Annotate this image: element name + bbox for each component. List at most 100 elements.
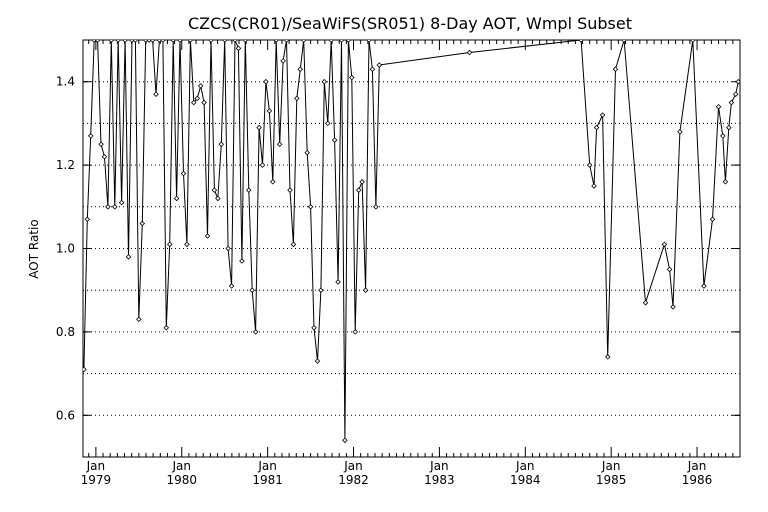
data-point — [232, 40, 238, 43]
data-point — [245, 187, 252, 193]
data-point — [591, 183, 597, 189]
x-tick-label-month: Jan — [343, 459, 363, 473]
data-point — [290, 241, 297, 248]
data-point — [139, 220, 146, 227]
data-point — [726, 124, 732, 131]
data-point — [728, 99, 735, 106]
data-point — [276, 141, 283, 148]
data-point — [129, 40, 135, 43]
x-tick-label-month: Jan — [86, 459, 106, 473]
y-tick-label: 1.0 — [56, 242, 75, 256]
data-point — [91, 40, 97, 43]
data-point — [689, 40, 696, 43]
data-point — [156, 40, 163, 43]
data-point — [242, 40, 249, 43]
x-tick-label-year: 1979 — [81, 473, 112, 487]
data-point — [612, 66, 619, 72]
data-point — [283, 40, 290, 43]
data-point — [324, 120, 331, 127]
x-tick-label-year: 1985 — [596, 473, 627, 487]
data-point — [187, 40, 194, 43]
data-point — [208, 40, 214, 43]
data-point — [349, 74, 355, 81]
data-point — [294, 95, 300, 102]
data-point — [709, 216, 716, 223]
data-point — [221, 40, 228, 43]
data-point — [300, 40, 307, 43]
data-point — [160, 40, 166, 43]
data-point — [328, 40, 334, 43]
gridlines — [83, 81, 740, 416]
data-point — [146, 40, 152, 43]
data-point — [355, 187, 362, 193]
data-point — [586, 162, 593, 168]
data-point — [314, 358, 321, 364]
data-point — [235, 45, 242, 52]
data-point — [136, 316, 142, 323]
data-point — [345, 40, 352, 43]
data-point — [201, 99, 207, 106]
data-point — [87, 133, 94, 139]
data-point — [720, 133, 726, 139]
data-point — [125, 254, 132, 260]
x-tick-label-year: 1980 — [166, 473, 197, 487]
data-point — [297, 66, 304, 72]
data-point — [180, 170, 187, 177]
data-point — [166, 241, 173, 248]
data-point — [84, 216, 91, 223]
data-point — [732, 91, 739, 97]
y-tick-label: 1.4 — [56, 75, 75, 89]
data-point — [338, 40, 345, 43]
data-point — [142, 40, 149, 43]
data-point — [215, 195, 221, 202]
data-point — [101, 153, 108, 160]
data-point — [666, 266, 673, 273]
series-line — [83, 40, 739, 441]
data-point — [204, 233, 211, 239]
data-point — [108, 40, 115, 43]
data-point — [593, 124, 600, 131]
data-point — [228, 283, 235, 289]
data-point — [153, 91, 159, 97]
data-point — [670, 304, 676, 310]
data-point — [642, 299, 649, 306]
data-point — [677, 128, 683, 135]
y-axis-label: AOT Ratio — [27, 219, 41, 278]
data-point — [304, 149, 310, 156]
data-point — [287, 187, 293, 193]
data-point — [249, 287, 255, 293]
data-point — [311, 324, 317, 331]
series-area — [83, 40, 740, 444]
data-point — [98, 141, 104, 148]
y-tick-label: 1.2 — [56, 158, 75, 172]
data-point — [701, 283, 707, 289]
data-point — [239, 258, 245, 264]
data-point — [331, 137, 338, 143]
data-point — [163, 324, 170, 331]
data-point — [184, 241, 190, 248]
x-tick-label-year: 1983 — [424, 473, 455, 487]
series — [83, 40, 740, 444]
chart-title: CZCS(CR01)/SeaWiFS(SR051) 8-Day AOT, Wmp… — [188, 14, 632, 33]
data-point — [263, 78, 269, 85]
data-point — [94, 40, 101, 43]
data-point — [722, 179, 729, 185]
data-point — [376, 62, 383, 68]
data-point — [252, 329, 259, 335]
data-point — [335, 279, 341, 285]
data-point — [191, 99, 197, 106]
data-point — [352, 329, 359, 335]
data-point — [366, 40, 372, 43]
x-tick-label-month: Jan — [687, 459, 707, 473]
data-point — [170, 40, 176, 43]
data-point — [362, 287, 369, 293]
data-point — [211, 187, 218, 193]
tick-labels: 0.60.81.01.21.4Jan1979Jan1980Jan1981Jan1… — [56, 75, 712, 487]
data-point — [466, 49, 473, 56]
x-tick-label-month: Jan — [515, 459, 535, 473]
data-point — [342, 437, 348, 444]
x-tick-label-month: Jan — [172, 459, 192, 473]
data-point — [122, 40, 128, 43]
data-point — [225, 245, 231, 252]
